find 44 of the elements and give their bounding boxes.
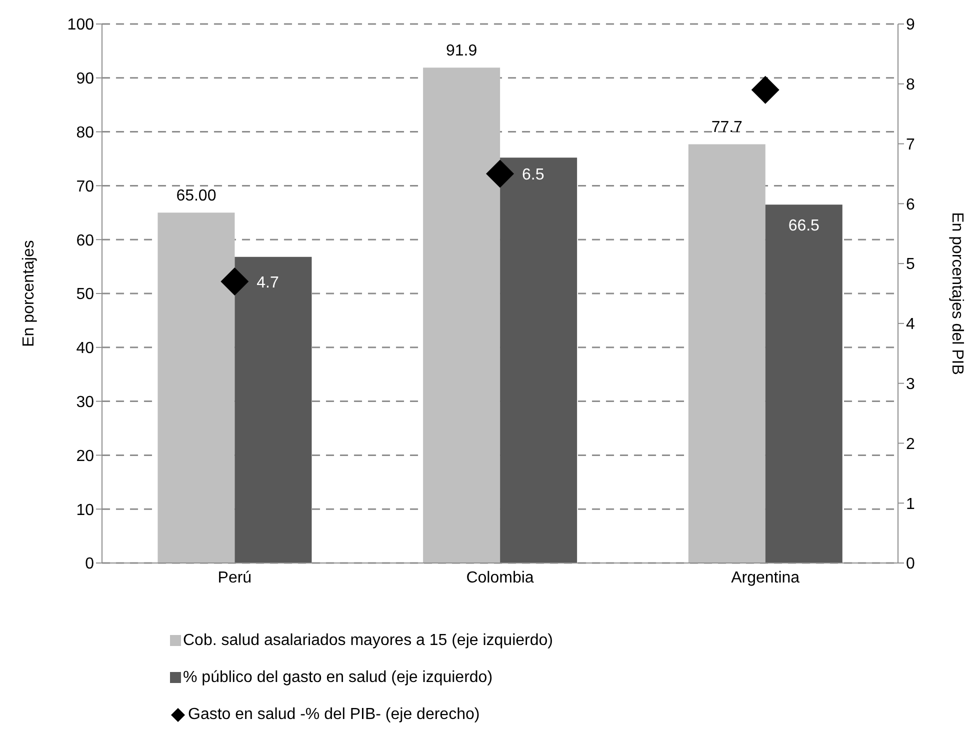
point [486, 160, 514, 188]
y2-tick-label: 7 [906, 136, 915, 154]
y-tick-label: 50 [76, 286, 94, 304]
y-tick-label: 90 [76, 70, 94, 88]
y2-axis-title: En porcentajes del PIB [948, 212, 966, 375]
data-label: 66.5 [788, 218, 820, 235]
y-tick-label: 30 [76, 394, 94, 411]
y-axis-title: En porcentajes [20, 240, 38, 347]
data-label: 65.00 [176, 188, 216, 205]
bar [158, 212, 235, 563]
y-tick-label: 100 [67, 16, 94, 34]
y-tick-label: 0 [85, 556, 94, 573]
bar [423, 68, 500, 563]
legend-label: Cob. salud asalariados mayores a 15 (eje izquierdo) [183, 632, 553, 650]
legend-label: % público del gasto en salud (eje izquierdo) [183, 668, 493, 686]
y-tick-label: 40 [76, 340, 94, 358]
bar [500, 158, 578, 563]
y2-tick-label: 3 [906, 376, 915, 394]
y-tick-label: 10 [76, 502, 94, 519]
bar [688, 144, 766, 563]
y2-tick-label: 2 [906, 436, 915, 453]
x-tick-label: Colombia [466, 569, 534, 586]
y-tick-label: 70 [76, 178, 94, 196]
legend-label: Gasto en salud -% del PIB- (eje derecho) [188, 706, 480, 724]
y2-tick-label: 6 [906, 196, 915, 214]
y2-tick-label: 9 [906, 16, 915, 34]
data-label: 77.7 [711, 119, 743, 136]
data-label: 91.9 [446, 42, 478, 60]
y-tick-label: 80 [76, 124, 94, 142]
y-tick-label: 60 [76, 232, 94, 250]
x-tick-label: Perú [218, 569, 252, 586]
data-label: 6.5 [522, 166, 544, 184]
y2-tick-label: 1 [906, 496, 915, 513]
y2-tick-label: 4 [906, 316, 915, 334]
y2-tick-label: 5 [906, 256, 915, 274]
y2-tick-label: 0 [906, 556, 915, 573]
x-tick-label: Argentina [731, 569, 800, 586]
bar [765, 204, 842, 563]
bar [234, 256, 312, 563]
point [220, 268, 249, 296]
y-tick-label: 20 [76, 448, 94, 465]
data-label: 4.7 [256, 274, 280, 292]
y2-tick-label: 8 [906, 76, 915, 94]
point [751, 76, 780, 104]
